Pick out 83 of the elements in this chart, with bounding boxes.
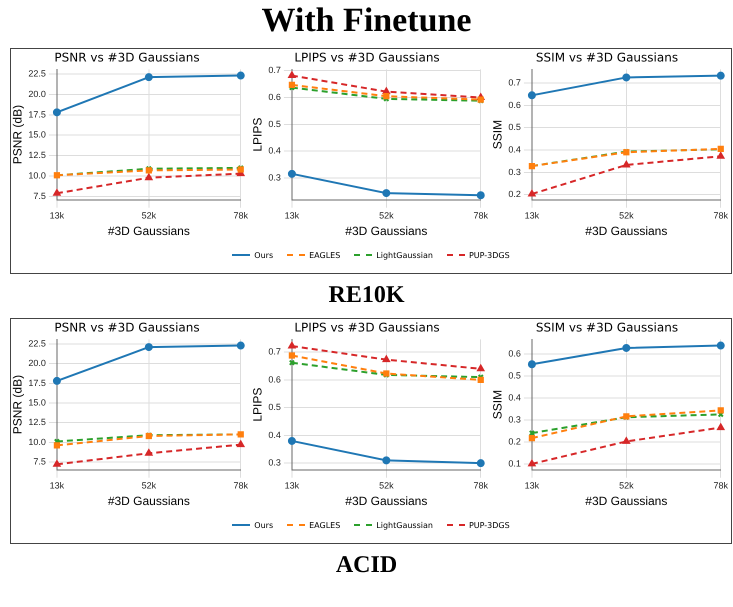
- y-tick-label: 0.1: [508, 458, 521, 468]
- y-tick-label: 20.0: [28, 88, 46, 99]
- y-tick-label: 10.0: [28, 170, 46, 181]
- x-tick-label: 78k: [473, 480, 488, 491]
- x-axis-title: #3D Gaussians: [108, 224, 190, 238]
- x-tick-label: 52k: [379, 210, 394, 221]
- x-tick-label: 78k: [233, 480, 248, 491]
- y-tick-label: 0.7: [268, 346, 281, 357]
- text: With Finetune: [260, 1, 472, 41]
- y-tick-label: 15.0: [28, 397, 46, 408]
- y-tick-label: 15.0: [28, 130, 46, 140]
- y-axis-title: PSNR (dB): [10, 374, 25, 434]
- y-tick-label: 0.7: [508, 78, 521, 88]
- y-axis-title: LPIPS: [250, 388, 265, 422]
- chart-title: SSIM vs #3D Gaussians: [536, 50, 678, 64]
- chart-title: LPIPS vs #3D Gaussians: [294, 320, 440, 334]
- legend-label: PUP-3DGS: [468, 520, 510, 530]
- text: ACID: [334, 551, 398, 580]
- legend-label: EAGLES: [309, 520, 340, 530]
- x-tick-label: 52k: [142, 480, 157, 491]
- y-axis-title: PSNR (dB): [10, 104, 25, 164]
- legend-label: Ours: [254, 520, 274, 530]
- legend-label: LightGaussian: [376, 520, 433, 530]
- y-tick-label: 0.2: [508, 436, 521, 446]
- y-axis-title: LPIPS: [250, 118, 265, 152]
- y-tick-label: 0.3: [268, 172, 281, 182]
- y-tick-label: 10.0: [28, 436, 46, 447]
- x-tick-label: 13k: [524, 210, 540, 221]
- legend-label: Ours: [254, 250, 274, 260]
- x-tick-label: 52k: [619, 480, 634, 491]
- y-tick-label: 20.0: [28, 358, 46, 368]
- y-tick-label: 22.5: [28, 338, 46, 348]
- y-tick-label: 0.4: [508, 392, 521, 402]
- y-axis-title: SSIM: [490, 390, 505, 420]
- x-tick-label: 13k: [524, 480, 540, 491]
- x-tick-label: 78k: [233, 210, 248, 221]
- y-tick-label: 0.5: [268, 118, 281, 129]
- y-tick-label: 0.4: [508, 144, 521, 154]
- y-tick-label: 0.6: [508, 100, 521, 110]
- x-axis-title: #3D Gaussians: [345, 224, 428, 238]
- y-axis-title: SSIM: [490, 120, 505, 150]
- x-axis-title: #3D Gaussians: [585, 224, 668, 238]
- x-tick-label: 78k: [713, 210, 728, 221]
- x-tick-label: 13k: [50, 210, 65, 221]
- x-tick-label: 13k: [284, 210, 300, 221]
- legend-label: PUP-3DGS: [468, 250, 510, 260]
- x-tick-label: 52k: [619, 210, 634, 221]
- x-tick-label: 52k: [379, 480, 394, 491]
- x-tick-label: 78k: [473, 210, 488, 221]
- y-tick-label: 0.2: [508, 189, 521, 200]
- y-tick-label: 0.3: [268, 458, 281, 468]
- y-tick-label: 0.3: [508, 414, 521, 424]
- y-tick-label: 7.5: [33, 456, 46, 466]
- y-tick-label: 0.3: [508, 166, 521, 177]
- x-tick-label: 52k: [142, 210, 157, 221]
- y-tick-label: 7.5: [33, 191, 46, 202]
- y-tick-label: 0.5: [508, 122, 521, 132]
- y-tick-label: 12.5: [28, 417, 46, 428]
- chart-title: LPIPS vs #3D Gaussians: [294, 50, 440, 64]
- y-tick-label: 0.6: [268, 374, 281, 384]
- y-tick-label: 12.5: [28, 150, 46, 160]
- chart-title: SSIM vs #3D Gaussians: [536, 320, 678, 334]
- x-axis-title: #3D Gaussians: [585, 494, 668, 508]
- y-tick-label: 17.5: [28, 109, 46, 120]
- y-tick-label: 22.5: [28, 68, 46, 78]
- legend-label: LightGaussian: [376, 250, 433, 260]
- y-tick-label: 0.4: [268, 146, 281, 156]
- chart-title: PSNR vs #3D Gaussians: [54, 320, 200, 334]
- y-tick-label: 0.6: [268, 92, 281, 102]
- y-tick-label: 0.6: [508, 348, 521, 358]
- y-tick-label: 0.7: [268, 65, 281, 76]
- x-tick-label: 13k: [284, 480, 300, 491]
- x-axis-title: #3D Gaussians: [345, 494, 428, 508]
- chart-title: PSNR vs #3D Gaussians: [54, 50, 200, 64]
- x-tick-label: 13k: [50, 480, 65, 491]
- y-tick-label: 0.4: [268, 430, 281, 440]
- y-tick-label: 0.5: [268, 402, 281, 412]
- y-tick-label: 17.5: [28, 378, 46, 388]
- legend-label: EAGLES: [309, 250, 340, 260]
- x-tick-label: 78k: [713, 480, 728, 491]
- text: RE10K: [327, 281, 406, 310]
- x-axis-title: #3D Gaussians: [108, 494, 190, 508]
- y-tick-label: 0.5: [508, 370, 521, 380]
